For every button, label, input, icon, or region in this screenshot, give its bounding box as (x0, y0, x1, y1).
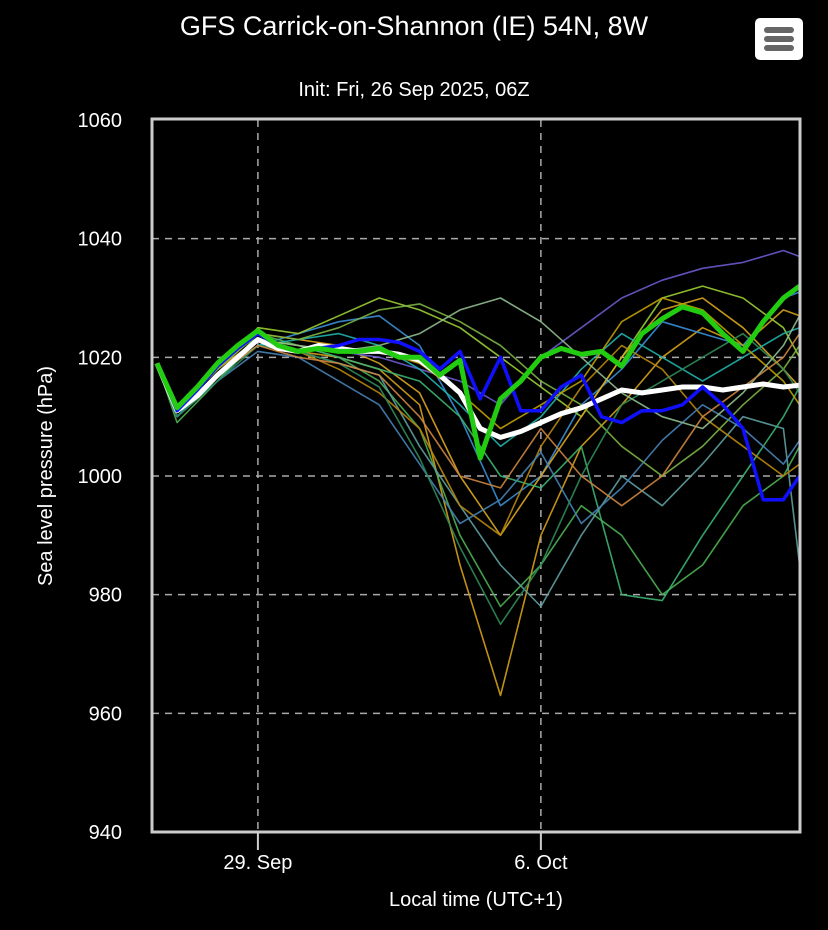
ensemble-member-line (156, 332, 801, 608)
y-tick-label: 1040 (78, 229, 123, 251)
ensemble-member-line (156, 338, 801, 602)
ensemble-members (156, 249, 801, 697)
hamburger-icon (764, 27, 794, 33)
ensemble-member-line (156, 291, 800, 507)
y-axis-label: Sea level pressure (hPa) (35, 366, 57, 586)
x-axis-label: Local time (UTC+1) (389, 889, 563, 911)
x-tick-label: 6. Oct (514, 852, 568, 874)
chart-subtitle: Init: Fri, 26 Sep 2025, 06Z (298, 79, 529, 101)
y-tick-label: 1000 (78, 466, 123, 488)
green-run-line (154, 284, 802, 461)
main-series (154, 284, 802, 502)
y-tick-label: 940 (89, 822, 122, 844)
x-axis-ticks: 29. Sep 6. Oct (223, 832, 568, 874)
mean-line (154, 337, 800, 440)
grid (152, 120, 800, 832)
y-tick-label: 1060 (78, 110, 123, 132)
y-tick-label: 1020 (78, 347, 123, 369)
hamburger-icon-bar (764, 36, 794, 42)
plot-frame (150, 117, 802, 834)
y-tick-label: 980 (89, 585, 122, 607)
ensemble-member-line (156, 333, 801, 507)
chart-title: GFS Carrick-on-Shannon (IE) 54N, 8W (180, 11, 649, 41)
ensemble-member-line (156, 297, 801, 430)
chart-menu-button[interactable] (755, 18, 803, 60)
y-axis-ticks: 940 960 980 1000 1020 1040 1060 (78, 110, 123, 844)
ensemble-member-line (156, 332, 801, 626)
hamburger-icon-bar (764, 45, 794, 51)
x-tick-label: 29. Sep (223, 852, 292, 874)
ensemble-member-line (156, 350, 801, 525)
y-tick-label: 960 (89, 703, 122, 725)
